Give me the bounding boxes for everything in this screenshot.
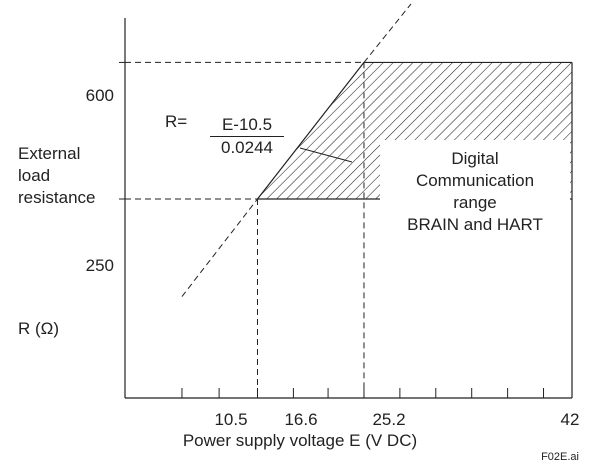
figure-id: F02E.ai <box>541 451 579 463</box>
y-axis-label-line-2: load <box>18 166 51 185</box>
x-tick-label-25-2: 25.2 <box>372 410 406 429</box>
x-tick-label-42: 42 <box>560 410 580 429</box>
formula-denominator: 0.0244 <box>221 138 273 157</box>
dashed-guides <box>125 61 365 398</box>
x-tick-label-10-5: 10.5 <box>214 410 248 429</box>
load-line-series <box>181 3 412 297</box>
load-line-lower-dashed <box>181 198 258 297</box>
region-label-line-2: Communication <box>415 171 535 190</box>
x-tick-label-16-6: 16.6 <box>284 410 318 429</box>
formula-lhs: R= <box>165 112 188 131</box>
y-axis-label-line-1: External <box>18 144 81 163</box>
y-axis-unit: R (Ω) <box>18 319 60 338</box>
formula-numerator: E-10.5 <box>210 115 284 137</box>
load-line-upper-dashed <box>363 3 412 63</box>
y-tick-label-600: 600 <box>85 86 114 105</box>
region-label-line-4: BRAIN and HART <box>407 215 543 234</box>
formula-fraction: E-10.5 0.0244 <box>210 115 284 158</box>
x-axis-label: Power supply voltage E (V DC) <box>182 431 418 450</box>
communication-range-label-box: Digital Communication range BRAIN and HA… <box>380 140 570 262</box>
load-line-solid <box>257 62 365 200</box>
region-label-line-3: range <box>453 193 497 212</box>
region-label-line-1: Digital <box>451 149 499 168</box>
formula-leader-line <box>299 147 353 163</box>
x-axis-tick-marks <box>181 388 573 398</box>
y-axis-label-line-3: resistance <box>18 188 96 207</box>
y-tick-label-250: 250 <box>85 256 114 275</box>
